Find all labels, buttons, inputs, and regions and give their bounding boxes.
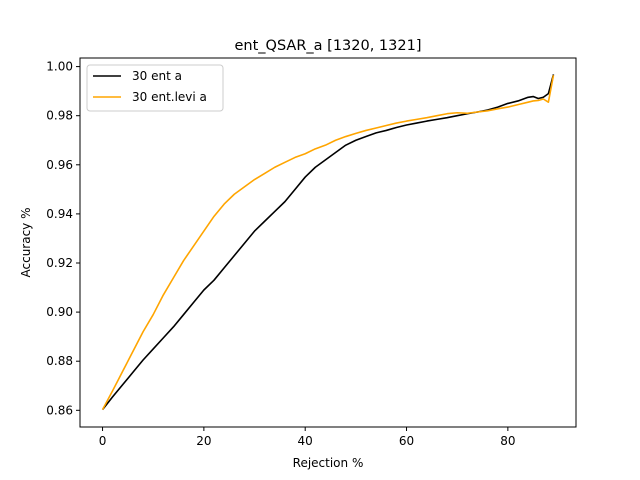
- y-tick-label: 0.90: [46, 305, 73, 319]
- series-line-2: [101, 75, 555, 410]
- plot-frame: [79, 57, 577, 428]
- x-tick-label: 40: [298, 434, 313, 448]
- y-axis-ticks: 0.86 0.88 0.90 0.92 0.94 0.96 0.98 1.00: [46, 60, 80, 417]
- series-line-1: [101, 74, 555, 411]
- x-tick-label: 80: [500, 434, 515, 448]
- x-tick-label: 20: [196, 434, 211, 448]
- legend: 30 ent a 30 ent.levi a: [86, 64, 224, 112]
- x-axis-ticks: 0 20 40 60 80: [99, 427, 515, 448]
- legend-label-series-2: 30 ent.levi a: [132, 90, 207, 104]
- y-tick-label: 0.98: [46, 109, 73, 123]
- y-axis-label: Accuracy %: [19, 207, 33, 277]
- y-tick-label: 0.88: [46, 354, 73, 368]
- y-tick-label: 1.00: [46, 60, 73, 74]
- y-tick-label: 0.92: [46, 256, 73, 270]
- x-tick-label: 60: [399, 434, 414, 448]
- y-tick-label: 0.86: [46, 403, 73, 417]
- x-tick-label: 0: [99, 434, 107, 448]
- legend-label-series-1: 30 ent a: [132, 69, 182, 83]
- y-tick-label: 0.94: [46, 207, 73, 221]
- chart-title: ent_QSAR_a [1320, 1321]: [234, 38, 421, 54]
- y-tick-label: 0.96: [46, 158, 73, 172]
- x-axis-label: Rejection %: [293, 456, 364, 470]
- plot-lines: [101, 74, 555, 411]
